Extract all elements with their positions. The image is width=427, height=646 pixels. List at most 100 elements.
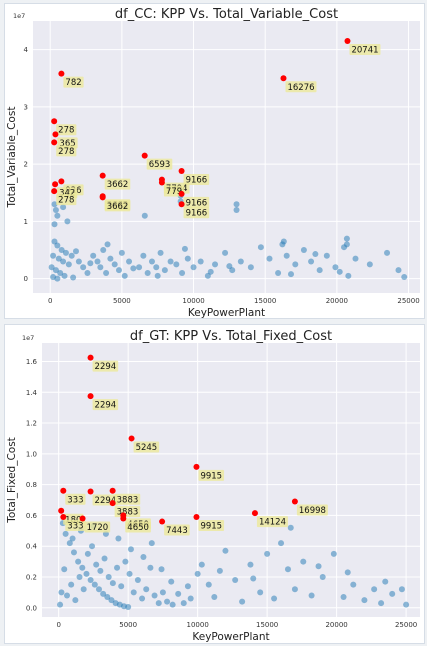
data-point: [65, 261, 72, 268]
annotation-label: 3662: [107, 180, 129, 190]
data-point: [350, 581, 357, 588]
data-point: [291, 586, 298, 593]
data-point: [308, 592, 315, 599]
annotation-box: [84, 521, 111, 533]
data-point: [97, 567, 104, 574]
y-tick-label: 0.8: [26, 481, 37, 489]
annotation-box: [256, 516, 288, 528]
data-point: [212, 261, 219, 268]
annotation-box: [56, 145, 77, 157]
data-point: [48, 264, 55, 271]
y-tick-label: 0.2: [26, 573, 37, 581]
data-point: [361, 597, 368, 604]
data-point: [205, 581, 212, 588]
annotation-label: 9166: [186, 176, 208, 186]
data-point: [125, 603, 132, 610]
highlight-point: [51, 139, 58, 146]
data-point: [266, 255, 273, 262]
data-point: [398, 586, 405, 593]
x-tick-label: 20000: [325, 621, 347, 629]
data-point: [118, 583, 125, 590]
data-point: [91, 581, 98, 588]
annotation-box: [125, 521, 151, 533]
x-tick-label: 0: [56, 621, 60, 629]
data-point: [107, 255, 114, 262]
y-tick-label: 1.2: [26, 420, 37, 428]
y-tick-label: 1.0: [26, 450, 37, 458]
x-tick-label: 5000: [113, 297, 131, 305]
annotation-label: 9915: [200, 471, 222, 481]
data-point: [75, 258, 82, 265]
highlight-point: [178, 190, 185, 197]
annotation-label: 278: [58, 196, 74, 206]
data-point: [95, 586, 102, 593]
data-point: [300, 247, 307, 254]
annotation-box: [104, 178, 131, 190]
data-point: [378, 600, 385, 607]
y-tick-label: 4: [24, 46, 29, 54]
highlight-point: [51, 118, 58, 125]
annotation-label: 14124: [259, 518, 286, 528]
data-point: [126, 258, 133, 265]
annotation-label: 333: [67, 495, 83, 505]
highlight-point: [141, 152, 148, 159]
data-point: [76, 573, 83, 580]
data-point: [257, 589, 264, 596]
data-point: [130, 589, 137, 596]
data-point: [287, 524, 294, 531]
data-point: [366, 261, 373, 268]
annotation-label: 6593: [149, 160, 171, 170]
data-point: [173, 261, 180, 268]
data-point: [395, 267, 402, 274]
annotation-box: [198, 519, 225, 531]
data-point: [61, 566, 68, 573]
annotation-label: 3883: [117, 495, 139, 505]
annotation-box: [92, 399, 119, 411]
annotation-label: 3883: [117, 508, 139, 518]
highlight-point: [52, 131, 59, 138]
y-tick-label: 2: [24, 161, 28, 169]
data-point: [352, 255, 359, 262]
annotation-label: 4650: [127, 523, 149, 533]
annotation-box: [183, 196, 210, 208]
data-point: [159, 589, 166, 596]
data-point: [300, 558, 307, 565]
data-point: [216, 567, 223, 574]
highlight-point: [87, 488, 94, 495]
data-point: [341, 244, 348, 251]
data-point: [250, 575, 257, 582]
highlight-point: [193, 463, 200, 470]
annotation-box: [56, 194, 77, 206]
data-point: [211, 593, 218, 600]
data-point: [151, 592, 158, 599]
y-tick-label: 1.6: [26, 358, 38, 366]
data-point: [83, 570, 90, 577]
data-point: [155, 600, 162, 607]
data-point: [126, 570, 133, 577]
data-point: [284, 566, 291, 573]
data-point: [109, 580, 116, 587]
data-point: [50, 252, 57, 259]
annotation-box: [56, 124, 77, 136]
y-tick-label: 1.4: [26, 389, 38, 397]
data-point: [184, 583, 191, 590]
plot-area: [33, 21, 420, 293]
data-point: [141, 212, 148, 219]
scatter-chart-cc: 0 5000 10000 15000 20000 25000 0 1 2 3 4 1e7 df_CC: …: [6, 7, 420, 318]
annotation-box: [164, 524, 190, 536]
data-point: [233, 206, 240, 213]
data-point: [51, 201, 58, 208]
highlight-point: [60, 513, 67, 520]
data-point: [72, 597, 79, 604]
data-point: [52, 206, 59, 213]
highlight-point: [79, 515, 86, 522]
data-point: [194, 570, 201, 577]
data-point: [344, 569, 351, 576]
highlight-point: [109, 487, 116, 494]
x-tick-label: 25000: [395, 621, 417, 629]
data-point: [181, 245, 188, 252]
annotation-label: 5245: [136, 443, 158, 453]
annotation-label: 2294: [95, 362, 117, 372]
data-point: [80, 264, 87, 271]
data-point: [308, 258, 315, 265]
